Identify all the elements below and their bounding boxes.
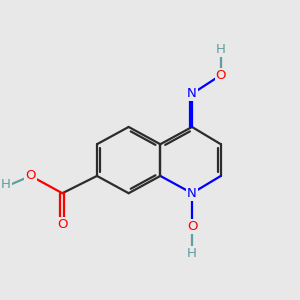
Text: N: N xyxy=(187,187,197,200)
Text: H: H xyxy=(1,178,10,191)
Text: O: O xyxy=(216,69,226,82)
Text: N: N xyxy=(187,87,197,100)
Text: O: O xyxy=(26,169,36,182)
Text: O: O xyxy=(57,218,68,231)
Text: O: O xyxy=(187,220,197,233)
Text: H: H xyxy=(216,43,226,56)
Text: H: H xyxy=(187,247,197,260)
